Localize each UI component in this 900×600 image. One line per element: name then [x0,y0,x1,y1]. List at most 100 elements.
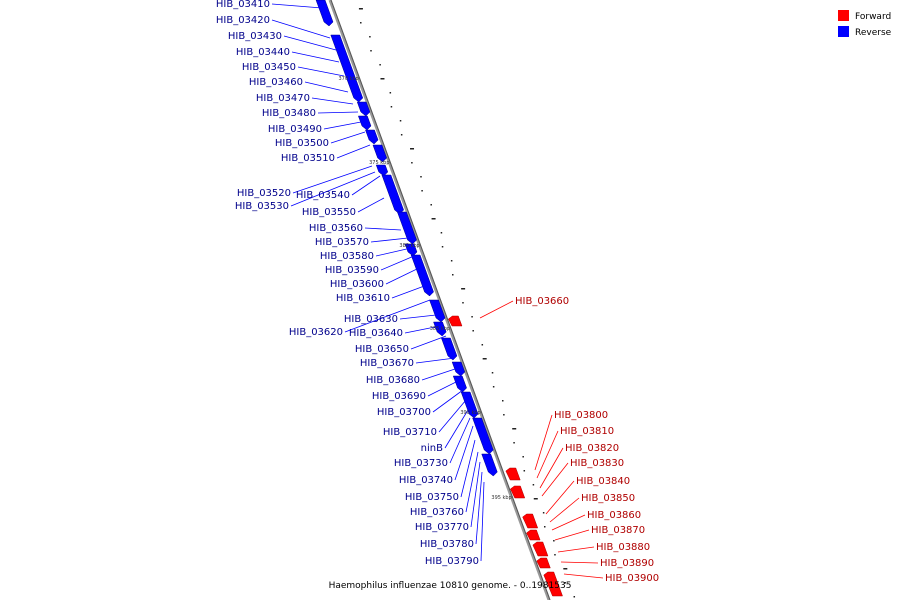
reverse-gene-connector [290,171,376,207]
reverse-gene-label: HIB_03600 [330,279,384,290]
kbp-tick-label: 385 kbp [430,326,450,332]
reverse-gene-connector [454,425,474,481]
backbone-dot [533,498,538,500]
reverse-gene-label: HIB_03510 [281,153,335,164]
forward-gene-label: HIB_03880 [596,542,650,553]
backbone-dot [411,162,413,164]
forward-gene-connector [560,561,599,564]
forward-gene-connector [545,480,575,515]
backbone-dot [431,218,436,220]
forward-gene-label: HIB_03890 [600,558,654,569]
reverse-gene-label: HIB_03650 [355,344,409,355]
reverse-gene-block [397,211,417,245]
forward-gene-connector [534,414,553,471]
reverse-gene-connector [336,144,371,159]
reverse-gene-block [472,417,494,455]
backbone-dot [370,50,372,52]
reverse-gene-connector [438,399,467,433]
reverse-gene-connector [311,97,354,105]
reverse-gene-connector [470,461,481,528]
backbone-dot [472,330,474,332]
reverse-gene-connector [375,247,412,257]
reverse-gene-label: HIB_03550 [302,207,356,218]
reverse-gene-block [365,129,379,145]
forward-gene-block [526,529,541,541]
reverse-gene-connector [465,451,479,513]
forward-gene-connector [551,514,586,531]
reverse-gene-connector [391,284,428,299]
reverse-gene-connector [421,367,459,381]
reverse-gene-block [481,453,498,477]
reverse-gene-label: HIB_03420 [216,15,270,26]
reverse-gene-label: HIB_03450 [242,62,296,73]
reverse-gene-connector [460,439,476,498]
backbone-dot [379,64,381,66]
kbp-tick-label: 370 kbp [338,76,358,82]
reverse-gene-label: HIB_03700 [377,407,431,418]
reverse-gene-block [452,375,467,393]
reverse-gene-label: HIB_03480 [262,108,316,119]
forward-gene-block [522,513,539,529]
reverse-gene-connector [330,131,366,144]
reverse-gene-label: HIB_03750 [405,492,459,503]
kbp-tick-label: 375 kbp [369,160,389,166]
backbone-dot [481,344,484,346]
forward-gene-connector [557,546,595,553]
backbone-dot [461,288,466,290]
forward-gene-connector [539,447,564,489]
forward-gene-label: HIB_03800 [554,410,608,421]
reverse-gene-label: HIB_03540 [296,190,350,201]
reverse-gene-block [372,144,387,163]
forward-gene-block [543,571,563,597]
backbone-dot [369,36,371,38]
forward-gene-label: HIB_03810 [560,426,614,437]
reverse-gene-label: HIB_03610 [336,293,390,304]
gene-labels: HIB_03410 HIB_03420 HIB_03430 HIB_03440 HIB_… [216,0,659,584]
reverse-gene-label: HIB_03740 [399,475,453,486]
reverse-gene-connector [297,66,345,77]
forward-gene-label: HIB_03830 [570,458,624,469]
reverse-gene-connector [271,19,331,39]
reverse-gene-connector [385,267,420,285]
reverse-gene-connector [449,417,471,464]
forward-gene-block [536,557,551,569]
reverse-gene-connector [357,197,385,213]
backbone-dots [358,8,576,598]
kbp-tick-label: 390 kbp [460,410,480,416]
backbone-dot [471,316,473,318]
backbone-dot [420,176,422,178]
reverse-gene-label: HIB_03680 [366,375,420,386]
forward-gene-connector [541,462,569,497]
backbone-dot [563,568,568,570]
backbone-dot [482,358,487,360]
reverse-gene-label: HIB_03560 [309,223,363,234]
reverse-gene-connector [292,165,373,194]
reverse-gene-connector [410,335,447,350]
gene-features [315,0,563,597]
reverse-gene-label: HIB_03670 [360,358,414,369]
reverse-gene-connector [351,175,381,196]
backbone-dot [360,22,362,24]
reverse-gene-connector [399,314,437,320]
reverse-gene-connector [380,255,415,271]
backbone-dot [522,456,524,458]
forward-gene-label: HIB_03900 [605,573,659,584]
backbone-dot [390,106,393,108]
backbone-dot [553,540,555,542]
reverse-gene-connector [344,299,431,333]
backbone-dot [573,596,576,598]
backbone-dot [532,484,535,486]
reverse-gene-connector [304,81,349,93]
legend-forward-label: Forward [855,12,891,22]
forward-gene-connector [536,430,559,479]
legend: Forward Reverse [838,10,892,38]
reverse-gene-connector [404,325,441,334]
backbone-dot [440,232,443,234]
backbone-dot [358,8,363,10]
backbone-dot [450,260,453,262]
reverse-gene-connector [370,237,409,243]
label-connectors [271,3,604,579]
kbp-tick-label: 380 kbp [399,243,419,249]
backbone-dot [380,78,385,80]
reverse-gene-block [357,115,372,131]
